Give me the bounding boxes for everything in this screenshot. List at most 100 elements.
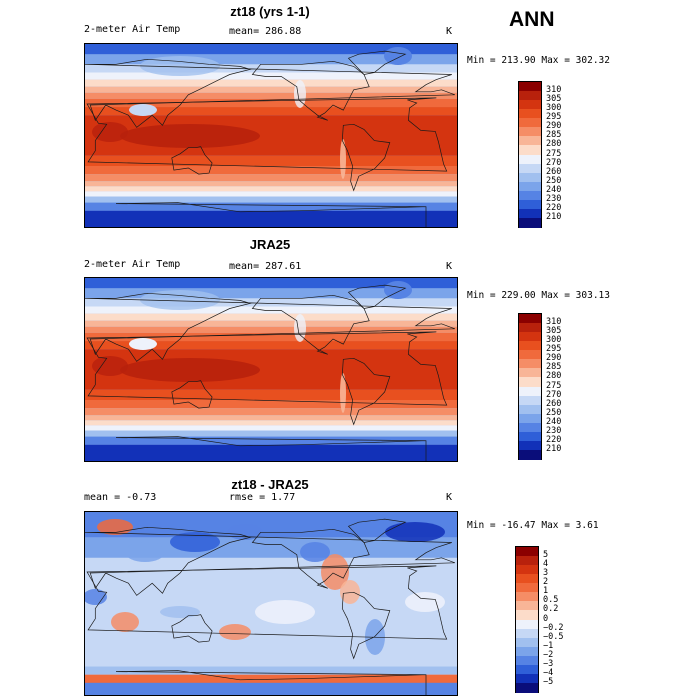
colorbar-swatch <box>519 109 541 119</box>
colorbar-swatch <box>519 118 541 128</box>
colorbar-swatch <box>519 413 541 424</box>
panel-diff-unit: K <box>446 492 453 503</box>
colorbar-swatch <box>519 386 541 397</box>
colorbar-swatch <box>519 431 541 442</box>
colorbar-tick-label: 300 <box>546 335 562 346</box>
colorbar-swatch <box>516 556 538 566</box>
colorbar-tick-label: 290 <box>546 353 562 364</box>
colorbar-tick-label: 240 <box>546 416 562 427</box>
colorbar-swatch <box>516 655 538 666</box>
colorbar-tick-label: 240 <box>546 184 562 195</box>
colorbar-swatch <box>519 82 541 92</box>
colorbar-swatch <box>516 583 538 593</box>
colorbar-swatch <box>516 664 538 675</box>
colorbar-tick-label: 2 <box>543 577 549 588</box>
colorbar-tick-label: −0.5 <box>543 631 564 642</box>
panel-diff-minmax: Min = -16.47 Max = 3.61 <box>467 520 599 531</box>
colorbar-tick-label: 290 <box>546 121 562 132</box>
colorbar-tick-label: −5 <box>543 676 554 687</box>
colorbar-tick-label: 280 <box>546 371 562 382</box>
colorbar-tick-label: 285 <box>546 130 562 141</box>
colorbar-swatch <box>519 190 541 201</box>
colorbar-tick-label: 270 <box>546 389 562 400</box>
colorbar-swatch <box>519 172 541 183</box>
colorbar-swatch <box>519 181 541 192</box>
colorbar-swatch <box>519 91 541 101</box>
colorbar-tick-label: 210 <box>546 443 562 454</box>
colorbar-swatch <box>516 610 538 620</box>
panel-model-map <box>84 43 458 228</box>
colorbar-tick-label: 220 <box>546 434 562 445</box>
colorbar-tick-label: 5 <box>543 550 549 561</box>
colorbar-tick-label: 300 <box>546 103 562 114</box>
colorbar-swatch <box>519 199 541 210</box>
colorbar-tick-label: 1 <box>543 586 549 597</box>
colorbar-tick-label: 220 <box>546 202 562 213</box>
colorbar-tick-label: 275 <box>546 380 562 391</box>
panel-model-title: zt18 (yrs 1-1) <box>230 4 310 19</box>
panel-obs-variable: 2-meter Air Temp <box>84 259 181 270</box>
panel-diff-title: zt18 - JRA25 <box>231 477 309 492</box>
colorbar-tick-label: 250 <box>546 407 562 418</box>
colorbar-tick-label: 210 <box>546 211 562 222</box>
colorbar-tick-label: 0.5 <box>543 595 559 606</box>
panel-diff-map <box>84 511 458 696</box>
panel-obs-mean: mean= 287.61 <box>229 261 302 272</box>
colorbar-swatch <box>519 127 541 137</box>
colorbar-tick-label: 250 <box>546 175 562 186</box>
colorbar-tick-label: 230 <box>546 425 562 436</box>
panel-model-mean: mean= 286.88 <box>229 26 302 37</box>
colorbar-swatch <box>519 314 541 324</box>
colorbar-swatch <box>516 682 538 693</box>
panel-obs-map <box>84 277 458 462</box>
colorbar-swatch <box>516 673 538 684</box>
colorbar-swatch <box>519 395 541 406</box>
colorbar-swatch <box>519 341 541 351</box>
colorbar-swatch <box>519 332 541 342</box>
colorbar-tick-label: 310 <box>546 85 562 96</box>
colorbar-tick-label: 260 <box>546 398 562 409</box>
panel-diff-rmse: rmse = 1.77 <box>229 492 296 503</box>
colorbar-tick-label: 295 <box>546 344 562 355</box>
colorbar-tick-label: 305 <box>546 94 562 105</box>
colorbar-tick-label: 4 <box>543 559 549 570</box>
colorbar-swatch <box>519 136 541 146</box>
colorbar-swatch <box>519 323 541 333</box>
colorbar-swatch <box>519 350 541 360</box>
colorbar-swatch <box>516 547 538 557</box>
colorbar-swatch <box>516 565 538 575</box>
panel-diff-colorbar: 5 4 3 2 1 0.5 0.2 0 −0.2 −0.5 −1 −2 −3 −4 −5 <box>515 546 563 693</box>
colorbar-tick-label: 295 <box>546 112 562 123</box>
panel-model-colorbar: 310 305 300 295 290 285 280 275 270 260 250 240 230 2… <box>518 81 561 228</box>
colorbar-swatch <box>516 619 538 630</box>
colorbar-tick-label: 230 <box>546 193 562 204</box>
colorbar-tick-label: −2 <box>543 649 554 660</box>
panel-model-unit: K <box>446 26 453 37</box>
colorbar-swatch <box>519 163 541 174</box>
colorbar-tick-label: −1 <box>543 640 554 651</box>
panel-obs-title: JRA25 <box>249 237 291 252</box>
colorbar-tick-label: 305 <box>546 326 562 337</box>
colorbar-swatch <box>519 100 541 110</box>
colorbar-swatch <box>516 637 538 648</box>
colorbar-swatch <box>519 377 541 387</box>
colorbar-tick-label: 275 <box>546 148 562 159</box>
colorbar-swatch <box>519 368 541 378</box>
colorbar-swatch <box>519 440 541 451</box>
colorbar-tick-label: 0.2 <box>543 604 559 615</box>
colorbar-swatch <box>516 601 538 611</box>
colorbar-swatch <box>519 404 541 415</box>
colorbar-tick-label: 260 <box>546 166 562 177</box>
colorbar-tick-label: 3 <box>543 568 549 579</box>
colorbar-swatch <box>519 154 541 165</box>
colorbar-tick-label: −0.2 <box>543 622 564 633</box>
colorbar-tick-label: 285 <box>546 362 562 373</box>
colorbar-swatch <box>519 359 541 369</box>
colorbar-swatch <box>519 449 541 460</box>
colorbar-swatch <box>519 422 541 433</box>
colorbar-tick-label: 0 <box>543 613 549 624</box>
colorbar-tick-label: −4 <box>543 667 554 678</box>
colorbar-swatch <box>516 574 538 584</box>
panel-obs-unit: K <box>446 261 453 272</box>
panel-model-minmax: Min = 213.90 Max = 302.32 <box>467 55 610 66</box>
